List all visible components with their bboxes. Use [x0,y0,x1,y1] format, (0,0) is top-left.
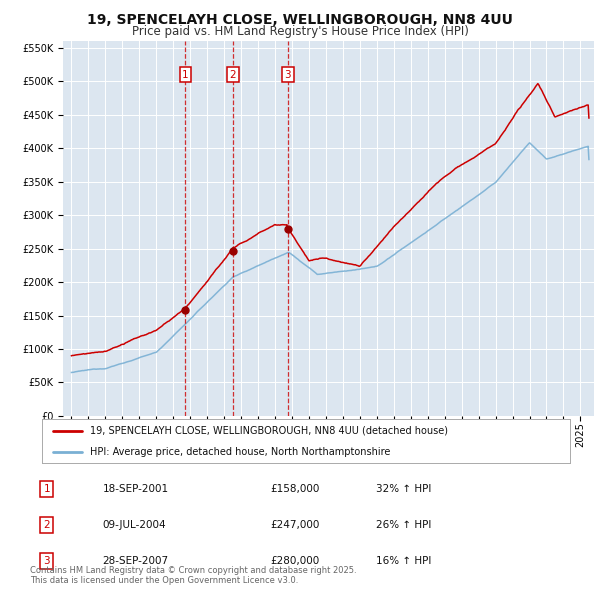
Text: 2: 2 [43,520,50,530]
Text: 28-SEP-2007: 28-SEP-2007 [103,556,169,566]
Text: Price paid vs. HM Land Registry's House Price Index (HPI): Price paid vs. HM Land Registry's House … [131,25,469,38]
Text: HPI: Average price, detached house, North Northamptonshire: HPI: Average price, detached house, Nort… [89,447,390,457]
Text: 1: 1 [43,484,50,494]
Text: 32% ↑ HPI: 32% ↑ HPI [376,484,431,494]
Text: £158,000: £158,000 [270,484,319,494]
Text: 19, SPENCELAYH CLOSE, WELLINGBOROUGH, NN8 4UU: 19, SPENCELAYH CLOSE, WELLINGBOROUGH, NN… [87,13,513,27]
Text: 2: 2 [230,70,236,80]
Text: 09-JUL-2004: 09-JUL-2004 [103,520,166,530]
Text: £247,000: £247,000 [270,520,319,530]
Text: 3: 3 [43,556,50,566]
Text: Contains HM Land Registry data © Crown copyright and database right 2025.
This d: Contains HM Land Registry data © Crown c… [30,566,356,585]
Text: 18-SEP-2001: 18-SEP-2001 [103,484,169,494]
Text: 1: 1 [182,70,189,80]
Text: 19, SPENCELAYH CLOSE, WELLINGBOROUGH, NN8 4UU (detached house): 19, SPENCELAYH CLOSE, WELLINGBOROUGH, NN… [89,426,448,436]
Text: 26% ↑ HPI: 26% ↑ HPI [376,520,431,530]
Text: 3: 3 [284,70,291,80]
Text: £280,000: £280,000 [270,556,319,566]
Text: 16% ↑ HPI: 16% ↑ HPI [376,556,431,566]
